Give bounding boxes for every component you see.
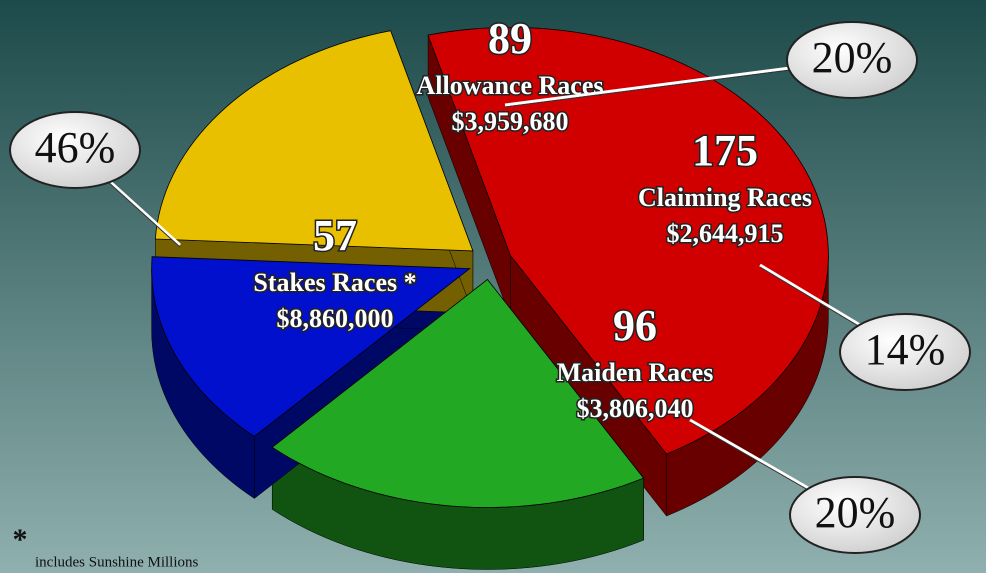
callout-bubble — [839, 313, 971, 391]
footnote: includes Sunshine Millions — [35, 554, 199, 570]
slice — [271, 278, 645, 508]
value-label: 46% — [35, 123, 116, 172]
callout-bubble — [786, 21, 918, 99]
slice-name: Claiming Races — [638, 183, 812, 212]
slice — [154, 30, 474, 252]
callout-bubble — [789, 476, 921, 554]
slice-name: Maiden Races — [557, 358, 714, 387]
slice-count: 96 — [613, 301, 657, 350]
value-label: 14% — [865, 325, 946, 374]
value-label: 20% — [815, 488, 896, 537]
pie-tops — [151, 26, 829, 508]
slice-count: 89 — [488, 14, 532, 63]
slice-purse: $2,644,915 — [667, 219, 784, 248]
footnote-marker: * — [13, 523, 28, 556]
slice-count: 175 — [692, 126, 758, 175]
callout-bubble — [9, 111, 141, 189]
slice — [151, 256, 471, 437]
slice — [427, 26, 829, 455]
value-label: 20% — [812, 33, 893, 82]
slice-purse: $8,860,000 — [277, 304, 394, 333]
slice-purse: $3,806,040 — [577, 394, 694, 423]
slice-count: 57 — [313, 211, 357, 260]
slice-name: Stakes Races * — [253, 268, 416, 297]
slice-purse: $3,959,680 — [452, 107, 569, 136]
